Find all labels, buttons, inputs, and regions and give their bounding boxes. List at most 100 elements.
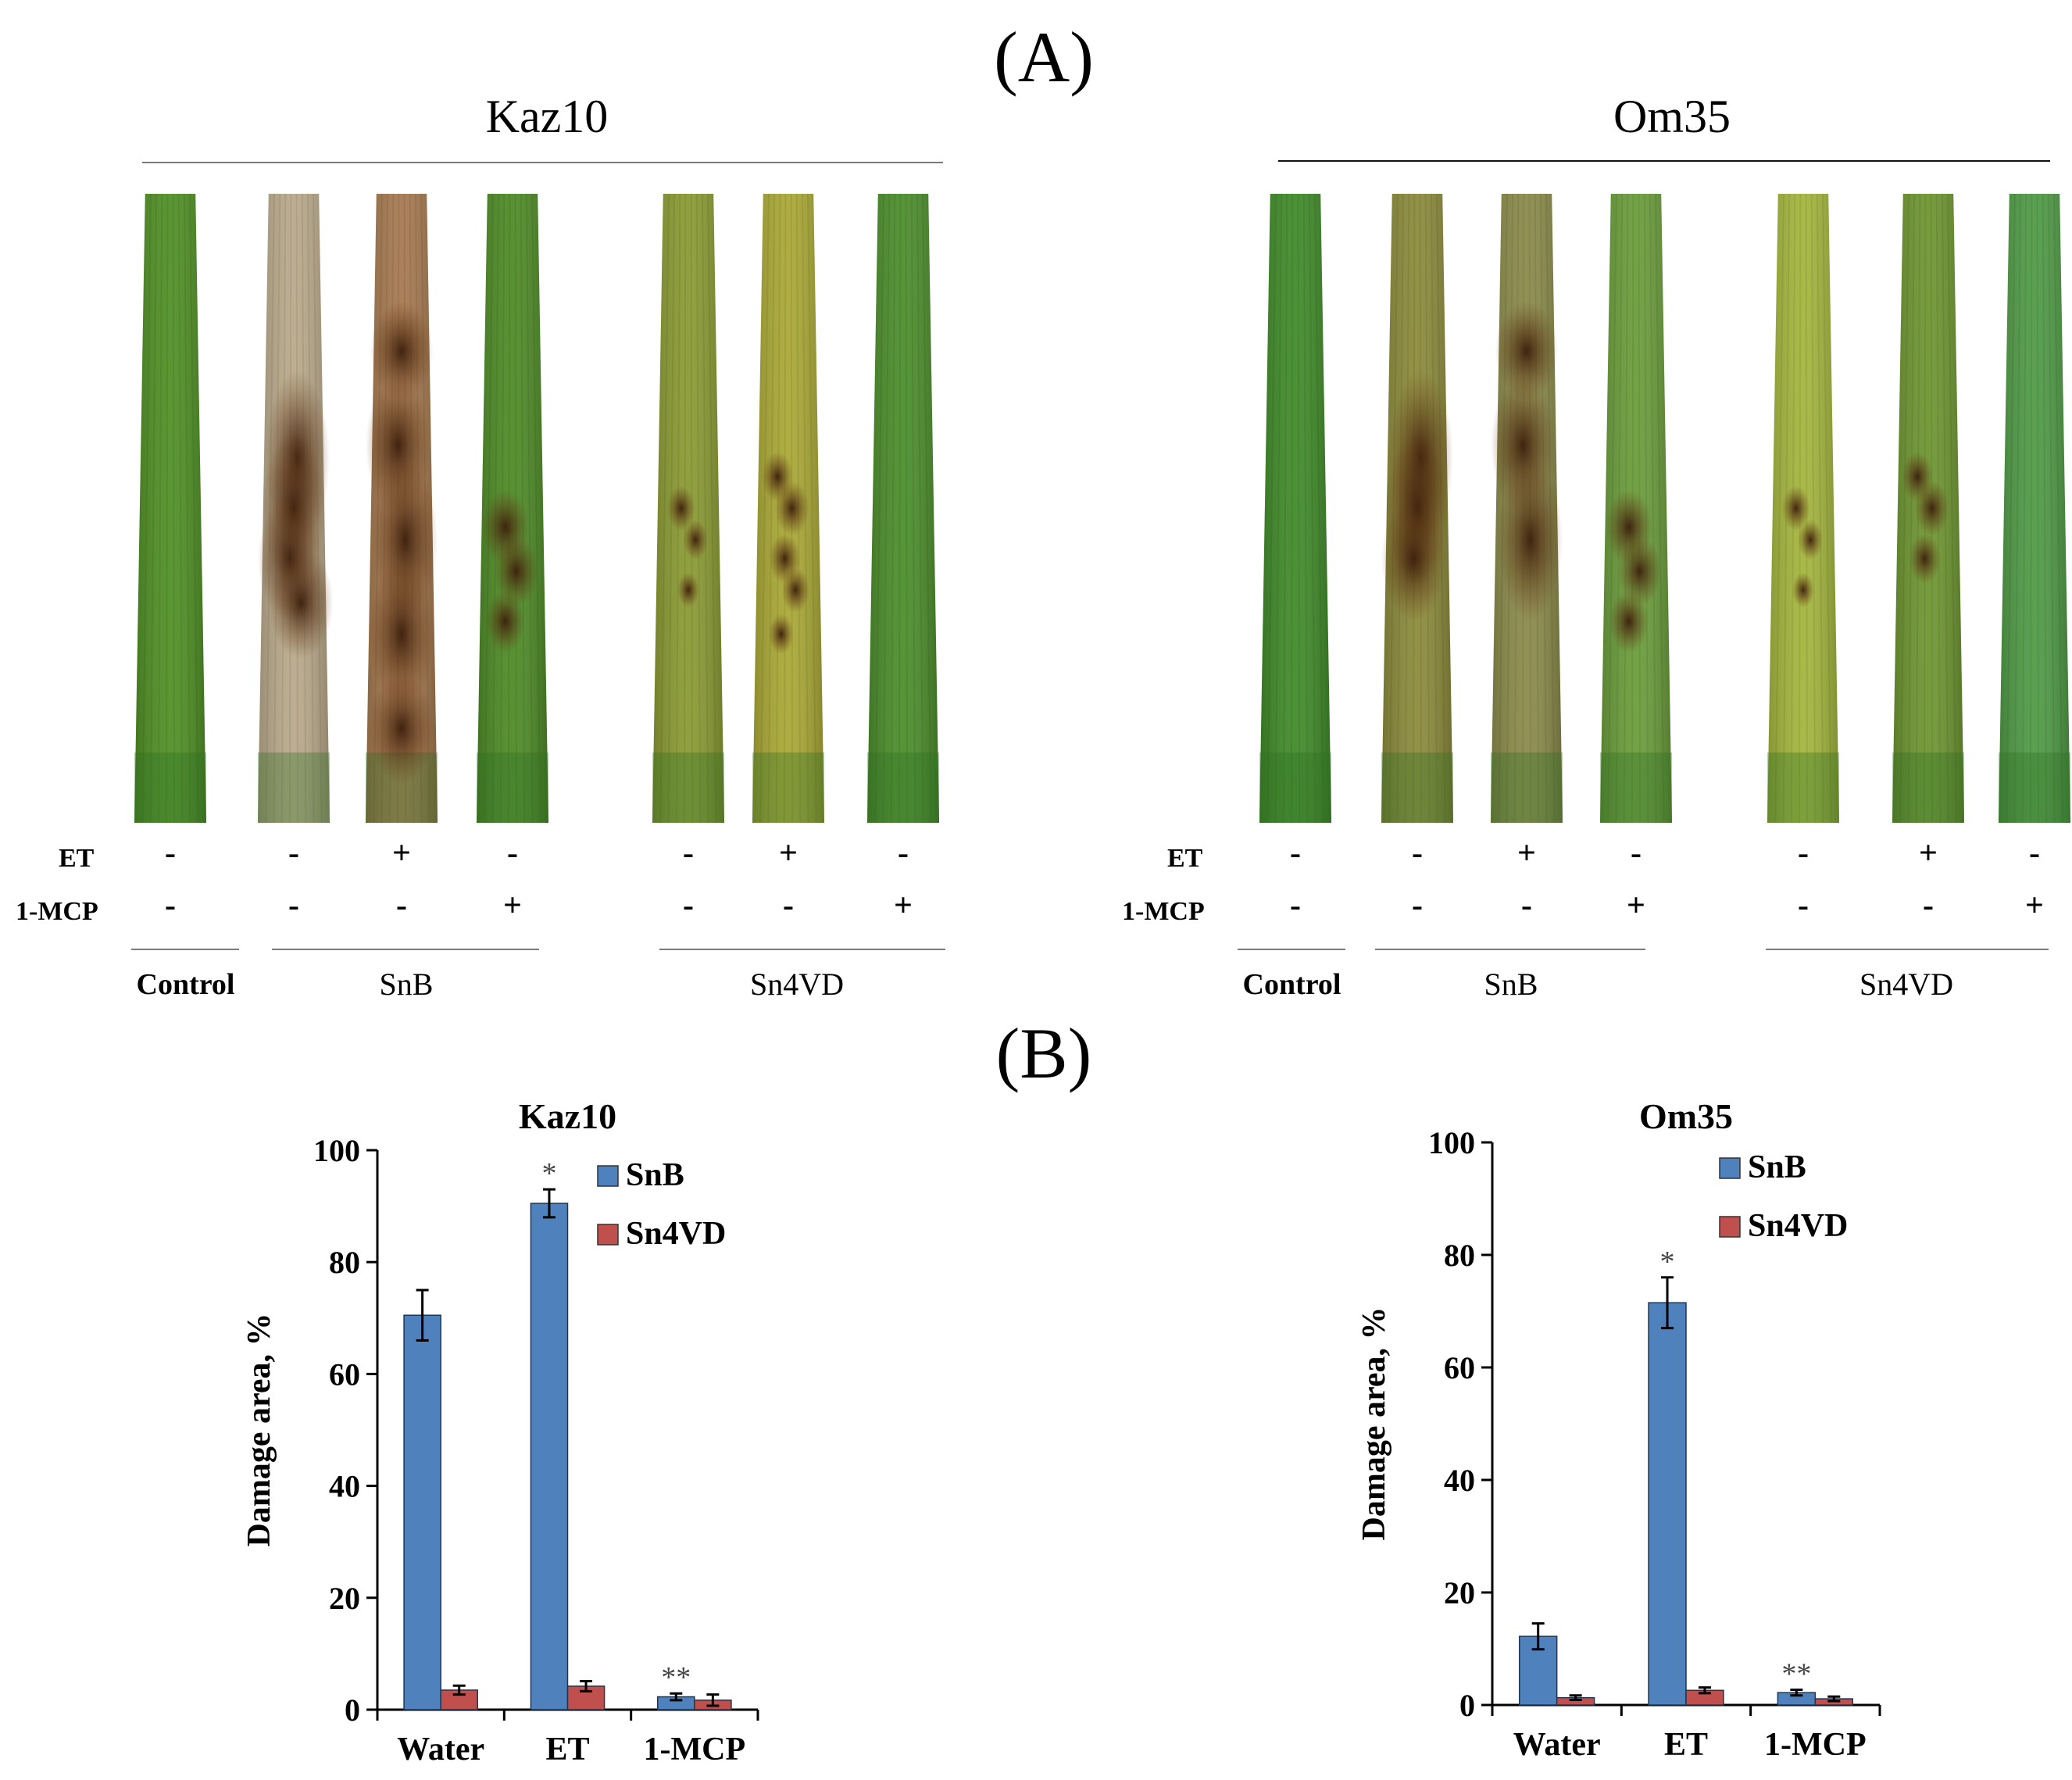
om35-leaf-sn4vd-et [1892, 193, 1964, 824]
om35-mcp-sign-snb-water: - [1412, 888, 1423, 924]
om35-sn4vd-rule [1766, 949, 2049, 950]
kaz10-leaf-sn4vd-water [652, 193, 724, 824]
kaz10-legend-item-sn4vd: Sn4VD [597, 1216, 726, 1252]
kaz10-y-tick-label: 40 [329, 1469, 360, 1504]
svg-text:Sn4VD: Sn4VD [626, 1216, 726, 1252]
leaf-photo-strip [134, 193, 2070, 824]
om35-photo-title: Om35 [1613, 91, 1731, 142]
kaz10-sn4vd-rule [659, 949, 945, 950]
kaz10-mcp-sign-snb-mcp: + [503, 888, 522, 924]
om35-y-tick-label: 40 [1444, 1463, 1475, 1498]
kaz10-mcp-sign-sn4vd-et: - [783, 888, 794, 924]
om35-legend-item-sn4vd: Sn4VD [1719, 1208, 1848, 1244]
kaz10-snb-label: SnB [379, 967, 434, 1002]
om35-error-bar-snb-1-mcp [1790, 1689, 1803, 1697]
kaz10-mcp-sign-sn4vd-mcp: + [894, 888, 913, 924]
om35-bar-chart: Om35 0 20 40 60 80 100 Damage area, % Water ET 1-M… [1356, 1096, 1881, 1763]
kaz10-et-sign-sn4vd-mcp: - [898, 835, 909, 871]
om35-control-label: Control [1242, 968, 1341, 1001]
om35-et-sign-control: - [1290, 835, 1301, 871]
kaz10-leaf-sn4vd-et [752, 193, 824, 824]
kaz10-title-rule [142, 162, 943, 163]
om35-mcp-sign-sn4vd-water: - [1798, 888, 1809, 924]
svg-text:Sn4VD: Sn4VD [1748, 1208, 1848, 1244]
om35-mcp-sign-sn4vd-et: - [1923, 888, 1934, 924]
panel-a-label: (A) [994, 17, 1094, 97]
kaz10-leaf-snb-mcp [477, 193, 548, 824]
om35-et-sign-sn4vd-water: - [1798, 835, 1809, 871]
kaz10-legend-item-snb: SnB [597, 1157, 684, 1193]
om35-y-axis-label: Damage area, % [1356, 1307, 1392, 1541]
om35-significance-et: * [1660, 1246, 1675, 1278]
om35-significance-1-mcp: ** [1781, 1658, 1811, 1691]
om35-mcp-sign-snb-mcp: + [1627, 888, 1645, 924]
kaz10-y-tick-label: 100 [313, 1133, 360, 1168]
kaz10-et-sign-sn4vd-water: - [683, 835, 694, 871]
om35-mcp-sign-snb-et: - [1521, 888, 1532, 924]
kaz10-x-tick-label: ET [545, 1732, 589, 1767]
kaz10-photo-title: Kaz10 [485, 91, 609, 142]
om35-error-bar-sn4vd-1-mcp [1827, 1695, 1841, 1703]
kaz10-leaf-sn4vd-mcp [867, 193, 939, 824]
kaz10-y-tick-label: 60 [329, 1356, 360, 1392]
om35-y-tick-label: 80 [1444, 1238, 1475, 1273]
om35-x-tick-label: 1-MCP [1764, 1727, 1867, 1763]
om35-leaf-snb-et [1491, 193, 1563, 824]
kaz10-mcp-row-label: 1-MCP [16, 897, 98, 926]
om35-leaf-sn4vd-water [1767, 193, 1839, 824]
om35-control-rule [1238, 949, 1345, 950]
kaz10-bar-chart: Kaz10 0 20 40 60 80 100 Damage area, % Water ET 1-… [241, 1096, 759, 1767]
om35-mcp-sign-sn4vd-mcp: + [2025, 888, 2044, 924]
kaz10-mcp-sign-snb-water: - [288, 888, 299, 924]
kaz10-error-bar-sn4vd-1-mcp [706, 1693, 720, 1707]
kaz10-error-bar-snb-et [542, 1188, 556, 1219]
om35-chart-title: Om35 [1639, 1096, 1733, 1136]
kaz10-significance-et: * [541, 1157, 556, 1190]
kaz10-y-axis-label: Damage area, % [241, 1314, 277, 1547]
kaz10-mcp-sign-sn4vd-water: - [683, 888, 694, 924]
kaz10-y-tick-label: 0 [345, 1692, 360, 1728]
om35-error-bar-sn4vd-water [1569, 1694, 1582, 1702]
om35-title-rule [1278, 160, 2050, 162]
kaz10-mcp-sign-control: - [165, 888, 176, 924]
kaz10-control-label: Control [136, 968, 235, 1001]
kaz10-error-bar-snb-1-mcp [670, 1692, 683, 1702]
kaz10-mcp-sign-snb-et: - [396, 888, 407, 924]
kaz10-x-tick-label: 1-MCP [644, 1732, 746, 1767]
om35-error-bar-sn4vd-et [1698, 1686, 1711, 1695]
panel-b-label: (B) [995, 1013, 1092, 1093]
kaz10-x-tick-label: Water [397, 1732, 484, 1767]
om35-leaf-sn4vd-mcp [1999, 193, 2070, 824]
om35-y-tick-label: 20 [1444, 1575, 1475, 1610]
om35-mcp-sign-control: - [1290, 888, 1301, 924]
om35-et-sign-sn4vd-mcp: - [2029, 835, 2040, 871]
kaz10-et-sign-control: - [165, 835, 176, 871]
kaz10-error-bar-sn4vd-et [580, 1679, 593, 1692]
kaz10-significance-1-mcp: ** [661, 1661, 691, 1694]
kaz10-et-sign-snb-water: - [288, 835, 299, 871]
om35-x-tick-label: ET [1664, 1727, 1708, 1763]
kaz10-sn4vd-label: Sn4VD [749, 967, 845, 1002]
kaz10-error-bar-snb-water [416, 1289, 429, 1342]
kaz10-bar-snb-et [530, 1203, 569, 1710]
om35-et-sign-sn4vd-et: + [1919, 835, 1938, 871]
kaz10-snb-rule [272, 949, 539, 950]
kaz10-error-bar-sn4vd-water [452, 1684, 466, 1696]
kaz10-et-sign-snb-et: + [392, 835, 411, 871]
om35-error-bar-snb-et [1661, 1276, 1674, 1330]
om35-et-sign-snb-mcp: - [1631, 835, 1642, 871]
kaz10-chart-title: Kaz10 [519, 1096, 616, 1136]
om35-sn4vd-label: Sn4VD [1859, 967, 1954, 1002]
om35-et-row-label: ET [1167, 844, 1203, 873]
om35-legend-item-snb: SnB [1719, 1149, 1806, 1185]
kaz10-control-rule [131, 949, 239, 950]
kaz10-leaf-snb-et [366, 193, 438, 824]
om35-y-tick-label: 0 [1459, 1688, 1475, 1723]
om35-leaf-control [1259, 193, 1331, 824]
om35-snb-label: SnB [1484, 967, 1538, 1002]
om35-bar-snb-et [1648, 1302, 1687, 1706]
svg-text:SnB: SnB [1748, 1149, 1806, 1185]
om35-snb-rule [1375, 949, 1645, 950]
om35-mcp-row-label: 1-MCP [1122, 897, 1205, 926]
kaz10-bar-snb-water [403, 1314, 441, 1710]
